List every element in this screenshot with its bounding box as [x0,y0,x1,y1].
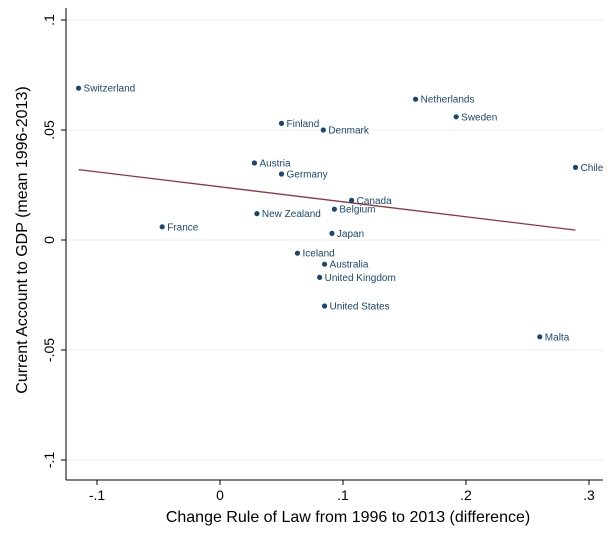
point-marker [320,127,326,133]
point-label: Australia [330,260,369,271]
point-marker [278,120,285,126]
point-label: France [167,222,199,233]
point-marker [254,211,260,217]
point-label: United States [330,302,390,313]
point-label: Germany [287,170,328,181]
point-label: Iceland [302,249,334,260]
data-point: Austria [251,159,291,170]
point-marker [317,274,323,280]
point-label: Denmark [328,126,370,137]
point-marker [572,164,579,170]
data-point: Japan [329,229,364,240]
data-point: Canada [349,196,392,207]
point-label: Netherlands [421,95,475,106]
point-marker [294,250,301,256]
x-tick-label: .3 [583,487,595,503]
y-tick-label: -.1 [41,452,57,469]
point-label: Japan [337,229,364,240]
grid [66,19,603,461]
point-label: Malta [545,332,570,343]
y-tick-label: 0 [41,236,57,244]
point-label: New Zealand [262,209,321,220]
data-point: Germany [278,170,328,181]
point-marker [75,85,82,91]
point-marker [329,230,335,236]
data-point: United States [321,302,390,313]
x-tick-label: 0 [216,487,224,503]
point-marker [537,334,543,340]
point-label: Finland [287,119,320,130]
y-axis-title: Current Account to GDP (mean 1996-2013) [14,86,31,393]
point-marker [331,206,337,212]
data-point: Finland [278,119,320,130]
data-point: Australia [321,260,369,271]
data-point: Netherlands [412,95,475,106]
point-marker [349,197,355,203]
point-label: Belgium [339,205,375,216]
point-label: Sweden [461,112,497,123]
data-point: United Kingdom [317,273,396,284]
fit-line [78,168,576,231]
data-point: Chile [572,163,604,174]
data-point: Belgium [331,205,376,216]
y-tick-label: .1 [41,14,57,26]
data-points: Switzerland Netherlands Sweden Finland Denma… [75,84,604,343]
data-point: France [159,222,199,233]
data-point: Denmark [320,126,370,137]
x-axis-ticks: -.1 0 .1 .2 .3 [89,480,595,503]
data-point: Malta [537,332,570,343]
x-tick-label: .1 [337,487,349,503]
data-point: Switzerland [75,84,136,95]
data-point: New Zealand [254,209,321,220]
y-tick-label: -.05 [41,338,57,362]
point-marker [251,160,258,166]
y-axis-ticks: -.1 -.05 0 .05 .1 [41,14,66,468]
point-label: Austria [259,159,291,170]
data-point: Iceland [294,249,335,260]
point-label: Chile [580,163,603,174]
x-tick-label: -.1 [89,487,106,503]
x-axis-title: Change Rule of Law from 1996 to 2013 (di… [166,509,530,526]
x-tick-label: .2 [460,487,472,503]
point-label: United Kingdom [325,273,396,284]
point-marker [453,114,459,120]
point-label: Switzerland [84,84,136,95]
data-point: Sweden [453,112,497,123]
point-label: Canada [357,196,392,207]
point-marker [321,303,328,309]
point-marker [321,261,328,267]
point-marker [278,171,285,177]
y-tick-label: .05 [41,120,57,140]
point-marker [412,96,419,102]
point-marker [159,224,165,230]
